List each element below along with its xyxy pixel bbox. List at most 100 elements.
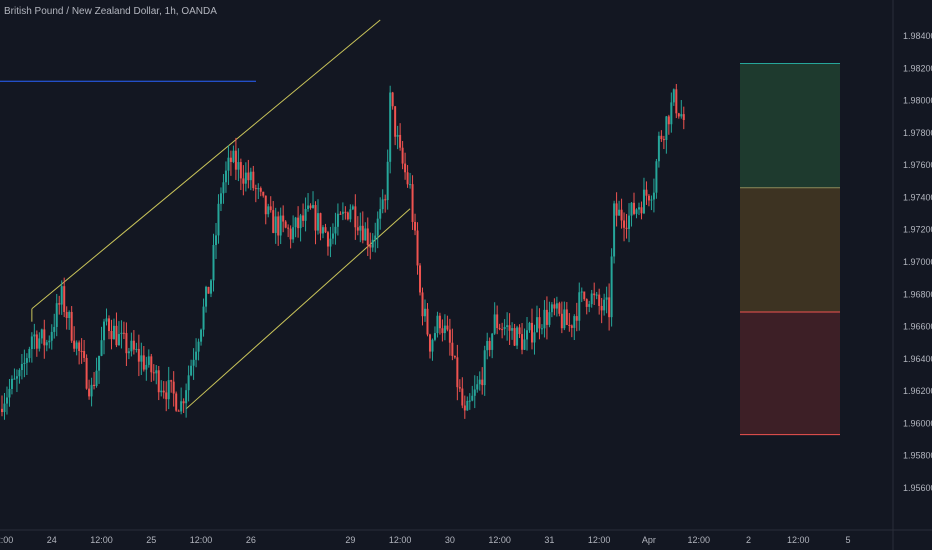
candle: [506, 312, 509, 341]
candle: [222, 174, 225, 204]
candle-body: [309, 205, 312, 208]
candle: [319, 212, 322, 241]
candle-body: [287, 227, 290, 229]
candle-body: [605, 297, 608, 300]
candle: [78, 340, 81, 365]
candle: [25, 353, 28, 376]
candle: [550, 302, 553, 318]
candle: [132, 330, 135, 355]
candle-body: [35, 334, 38, 349]
candle-body: [543, 309, 546, 329]
candle-body: [453, 355, 456, 358]
candle-body: [55, 303, 58, 327]
time-tick-label: 12:00: [0, 535, 13, 545]
candle-body: [302, 215, 305, 221]
candle-body: [80, 351, 83, 353]
candle-body: [195, 351, 198, 360]
candle: [605, 286, 608, 314]
candle: [190, 359, 193, 377]
candle: [302, 203, 305, 228]
candle-body: [125, 332, 128, 354]
candle: [155, 365, 158, 385]
candle-body: [580, 291, 583, 293]
candle: [200, 328, 203, 346]
candle: [545, 296, 548, 340]
candle: [381, 189, 384, 214]
candle-body: [518, 327, 521, 335]
candle-body: [677, 113, 680, 117]
candle-body: [369, 245, 372, 248]
candle: [588, 300, 591, 313]
candle: [633, 192, 636, 216]
candle-body: [212, 245, 215, 281]
candle: [463, 395, 466, 419]
candle: [568, 313, 571, 332]
candle-body: [496, 314, 499, 329]
price-tick-label: 1.95800: [903, 451, 932, 461]
candle-body: [506, 325, 509, 327]
candle-body: [376, 218, 379, 236]
candle: [140, 342, 143, 375]
candle-body: [523, 339, 526, 350]
candle: [339, 211, 342, 215]
candle: [394, 105, 397, 146]
candle: [443, 314, 446, 341]
candle-body: [476, 384, 479, 390]
candle-body: [314, 205, 317, 231]
candle-body: [448, 329, 451, 343]
candle-body: [88, 388, 91, 397]
candle-body: [461, 388, 464, 406]
candle-body: [48, 340, 51, 343]
candle-body: [667, 116, 670, 125]
candle: [122, 321, 125, 340]
candle-body: [680, 114, 683, 117]
candle-body: [3, 403, 6, 413]
candle: [85, 354, 88, 390]
candle: [356, 216, 359, 236]
candle-body: [650, 199, 653, 201]
candle: [540, 324, 543, 335]
candle: [326, 230, 329, 256]
candle: [672, 88, 675, 106]
candle: [292, 215, 295, 243]
candle: [289, 225, 292, 249]
candle-body: [262, 191, 265, 196]
candle-body: [386, 161, 389, 201]
candle-body: [451, 342, 454, 356]
candle-body: [98, 355, 101, 371]
candle: [287, 224, 290, 238]
candle-body: [152, 372, 155, 374]
candle: [645, 181, 648, 205]
price-tick-label: 1.97200: [903, 225, 932, 235]
candle-body: [172, 381, 175, 394]
candle: [284, 220, 287, 229]
time-tick-label: Apr: [642, 535, 656, 545]
candle-body: [530, 322, 533, 343]
candle-body: [274, 216, 277, 233]
candle: [8, 379, 11, 407]
candle: [145, 356, 148, 381]
candle-body: [50, 331, 53, 341]
candle: [210, 279, 213, 298]
candle-body: [232, 150, 235, 162]
candle: [535, 305, 538, 333]
candle: [451, 328, 454, 361]
price-tick-label: 1.96800: [903, 289, 932, 299]
candle-body: [279, 215, 282, 236]
candle-body: [493, 314, 496, 334]
candle-body: [38, 338, 41, 349]
candle: [396, 125, 399, 150]
candle: [428, 333, 431, 359]
candle-body: [219, 193, 222, 204]
candle: [212, 233, 215, 292]
candle: [575, 302, 578, 332]
candle-body: [555, 303, 558, 309]
time-tick-label: 12:00: [488, 535, 511, 545]
candle-body: [336, 213, 339, 227]
candle-body: [25, 358, 28, 363]
candle: [259, 186, 262, 197]
candle-body: [217, 203, 220, 236]
candle: [249, 167, 252, 191]
candle-body: [207, 286, 210, 294]
